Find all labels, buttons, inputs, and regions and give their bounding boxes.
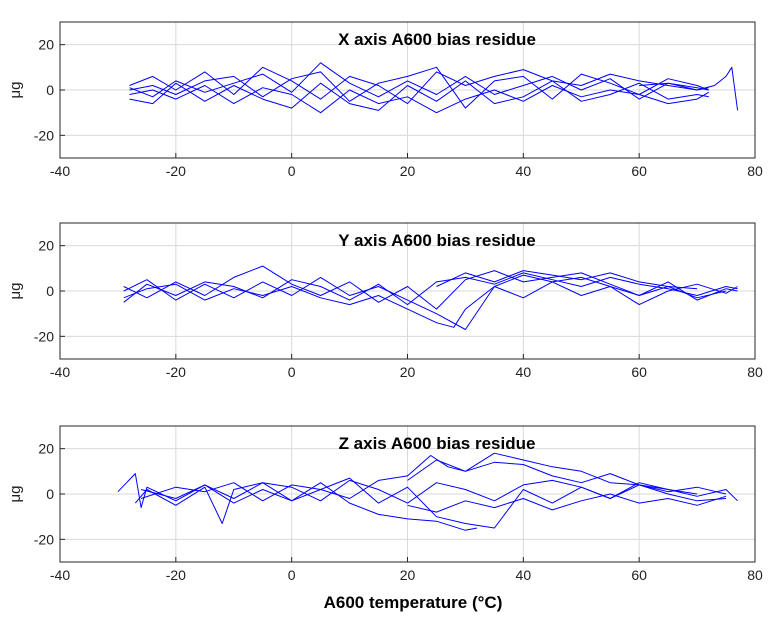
x-tick-label: 60	[631, 567, 647, 583]
axes-border	[59, 222, 756, 360]
x-tick-label: 20	[400, 567, 416, 583]
series-line-5	[436, 270, 698, 290]
y-tick-label: 20	[38, 238, 54, 254]
x-axis-label: A600 temperature (°C)	[324, 593, 503, 612]
panel-title: X axis A600 bias residue	[338, 30, 536, 49]
x-tick-label: -40	[50, 567, 70, 583]
y-tick-label: -20	[34, 531, 54, 547]
panel-title: Y axis A600 bias residue	[338, 231, 536, 250]
x-tick-label: -20	[166, 364, 186, 380]
series-line-4	[123, 274, 727, 328]
x-tick-label: 0	[288, 567, 296, 583]
y-tick-label: 0	[46, 82, 54, 98]
x-tick-label: 0	[288, 163, 296, 179]
series-line-6	[407, 493, 727, 513]
series-line-4	[129, 85, 709, 114]
y-tick-label: 0	[46, 283, 54, 299]
chart-panel-1: -40 -20 0 20 40 60 80 20 0 -20 X axis A600 bias re…	[7, 21, 763, 179]
y-axis-label: μg	[7, 82, 24, 99]
x-tick-label: -20	[166, 163, 186, 179]
series-line-1	[117, 473, 738, 509]
x-tick-label: -40	[50, 364, 70, 380]
chart-panel-3: -40 -20 0 20 40 60 80 20 0 -20 Z axis A600 bias re…	[7, 425, 763, 612]
y-tick-label: 0	[46, 486, 54, 502]
x-tick-label: 80	[747, 163, 763, 179]
series-line-1	[123, 272, 738, 306]
y-axis-label: μg	[7, 486, 24, 503]
x-tick-label: 80	[747, 364, 763, 380]
x-tick-label: 40	[516, 163, 532, 179]
y-axis-label: μg	[7, 283, 24, 300]
axes-border	[59, 21, 756, 159]
series-line-5	[407, 452, 698, 495]
series-line-3	[140, 482, 478, 531]
series-line-3	[123, 276, 738, 330]
y-tick-label: 20	[38, 37, 54, 53]
panel-title: Z axis A600 bias residue	[339, 434, 536, 453]
series-line-5	[129, 62, 709, 100]
y-tick-label: -20	[34, 328, 54, 344]
x-tick-label: 80	[747, 567, 763, 583]
x-tick-label: -40	[50, 163, 70, 179]
x-tick-label: 40	[516, 567, 532, 583]
x-tick-label: 20	[400, 364, 416, 380]
x-tick-label: 20	[400, 163, 416, 179]
series-line-2	[134, 477, 727, 529]
y-tick-label: 20	[38, 441, 54, 457]
x-tick-label: 0	[288, 364, 296, 380]
chart-panel-2: -40 -20 0 20 40 60 80 20 0 -20 Y axis A600 bias re…	[7, 222, 763, 380]
x-tick-label: 40	[516, 364, 532, 380]
axes-border	[59, 425, 756, 563]
x-tick-label: 60	[631, 364, 647, 380]
series-line-6	[639, 66, 739, 111]
y-tick-label: -20	[34, 127, 54, 143]
x-tick-label: -20	[166, 567, 186, 583]
x-tick-label: 60	[631, 163, 647, 179]
series-line-2	[123, 265, 738, 310]
